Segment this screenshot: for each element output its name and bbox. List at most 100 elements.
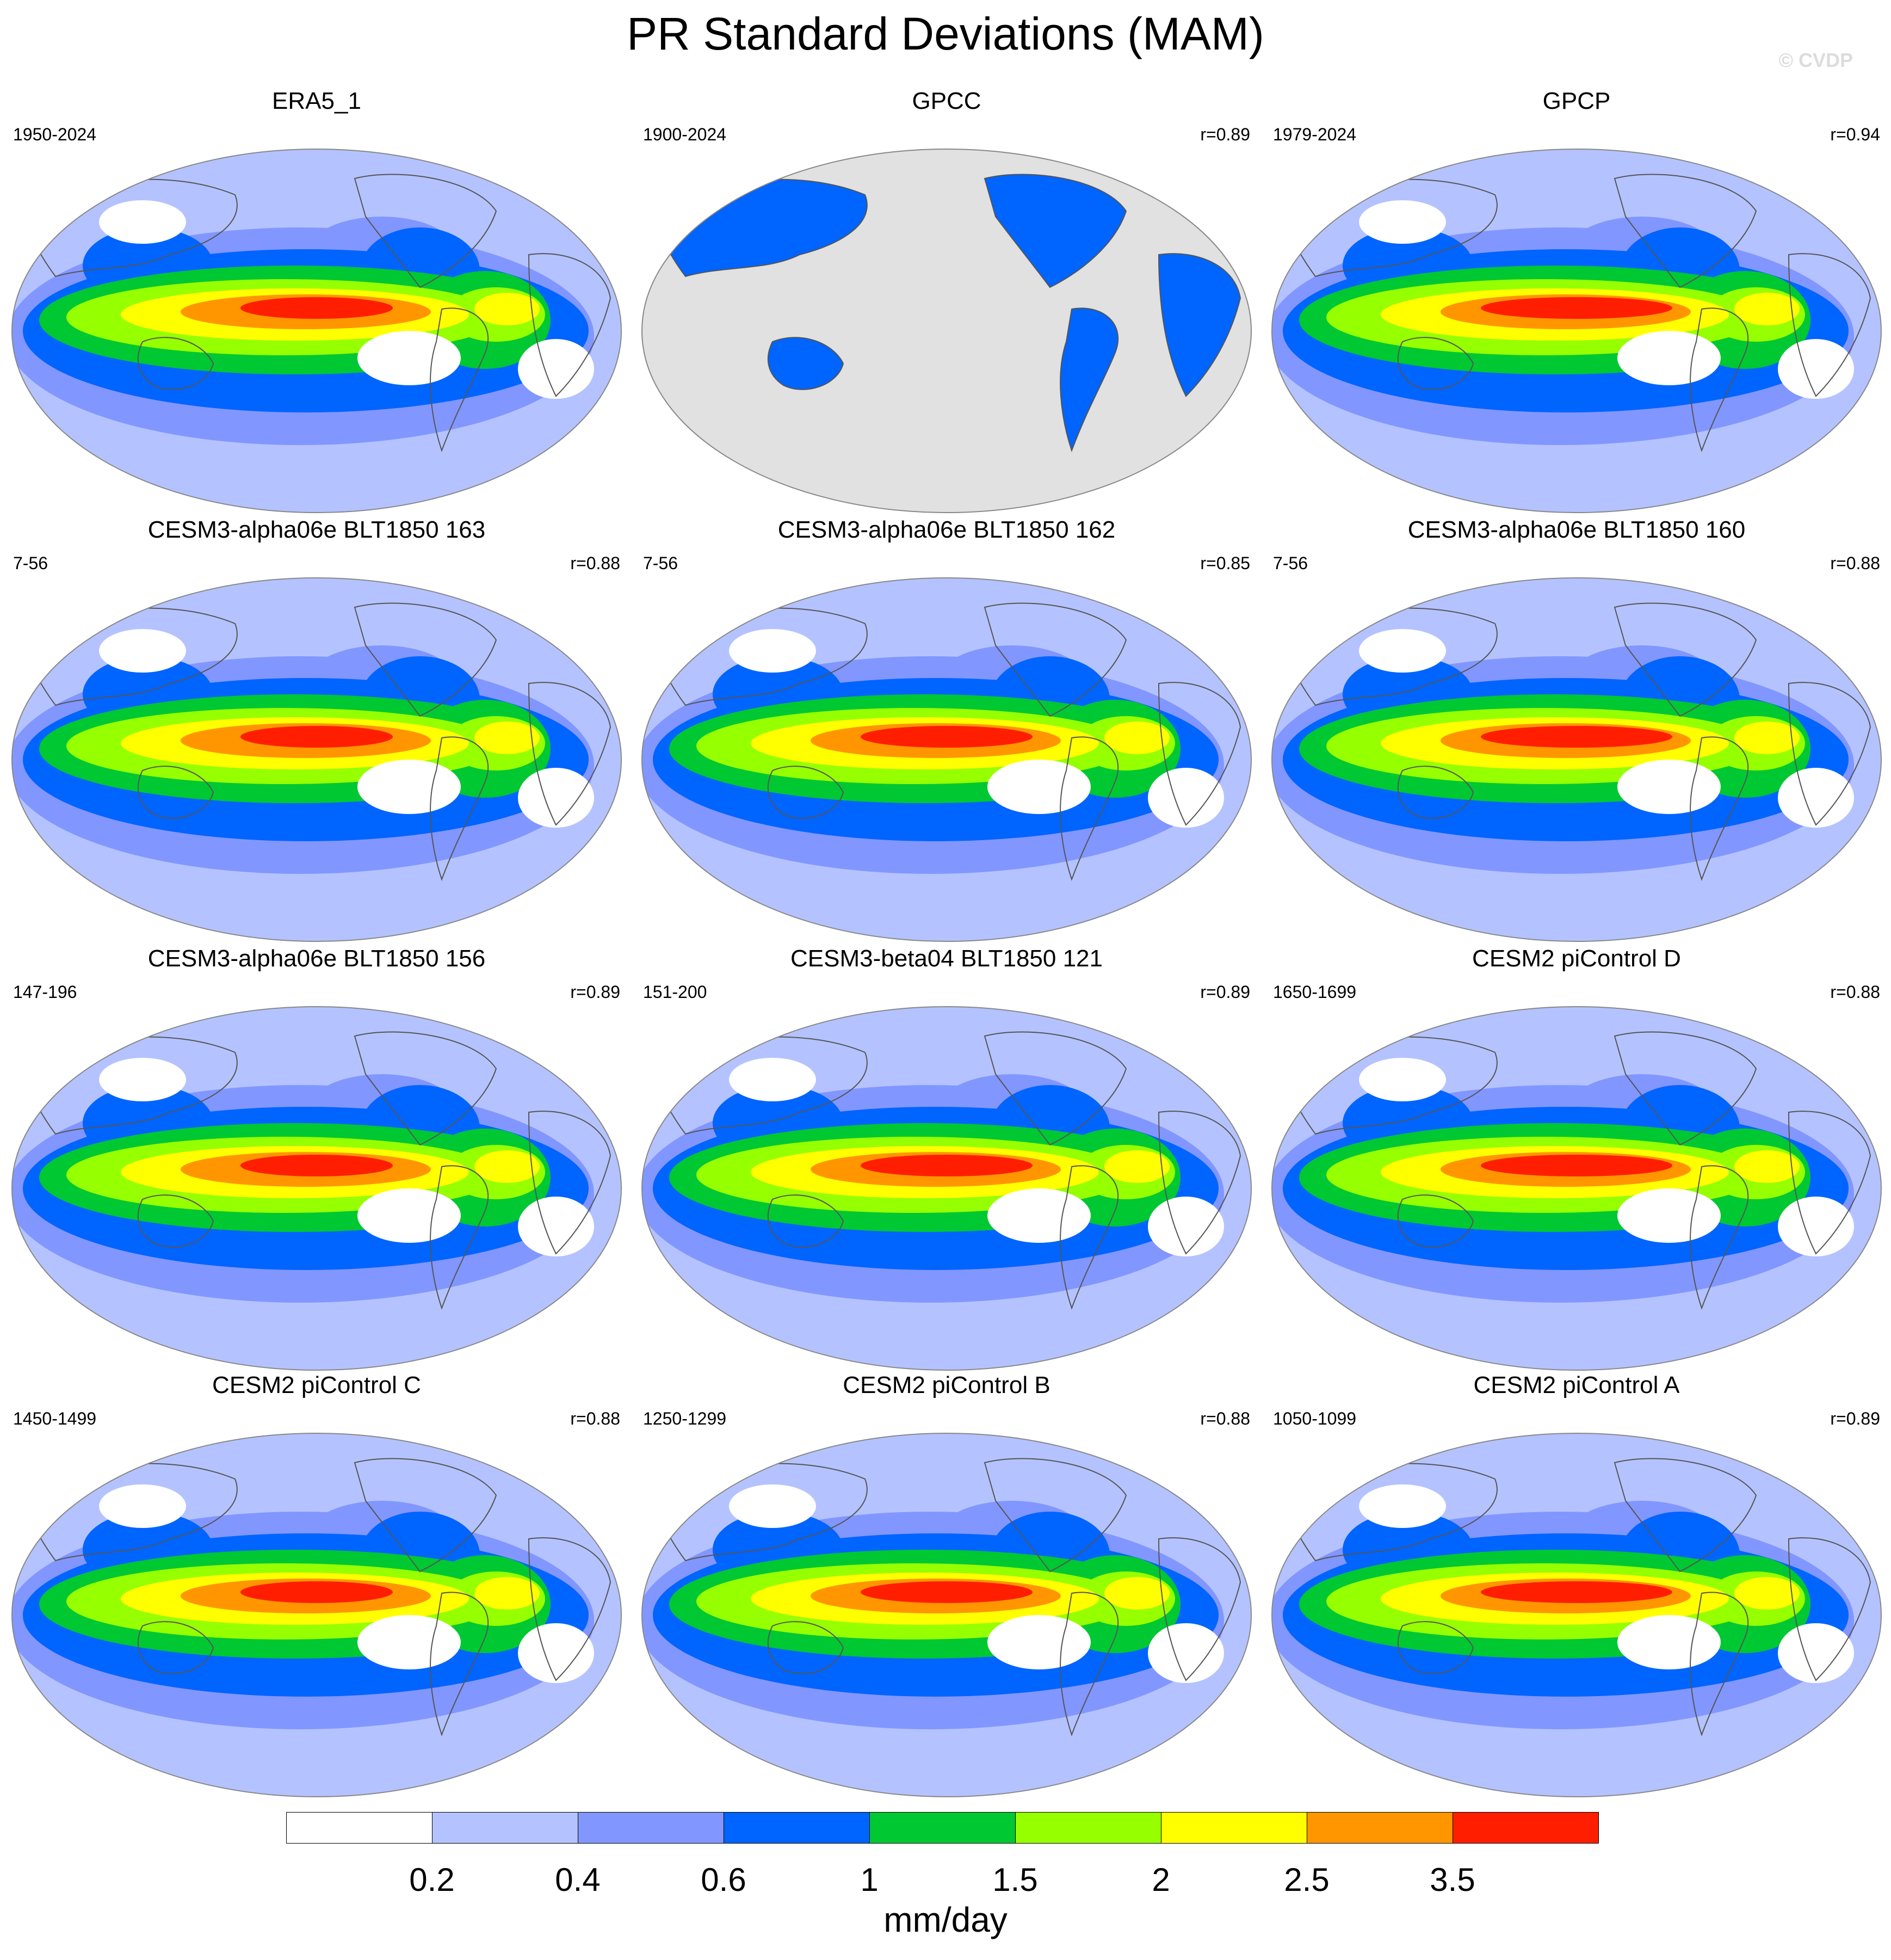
coastline: [528, 682, 611, 826]
pattern-correlation: r=0.88: [1830, 553, 1880, 573]
dry-zone: [518, 1623, 594, 1683]
map-border: [1271, 149, 1882, 513]
dry-zone: [1148, 1197, 1224, 1256]
pattern-correlation: r=0.94: [1830, 125, 1880, 144]
coastline: [137, 766, 214, 819]
contour-level-8: [1481, 297, 1672, 319]
coastline: [1397, 1194, 1474, 1248]
dry-zone: [518, 339, 594, 399]
colorbar-tick-label: 3.5: [1430, 1862, 1475, 1898]
coastline: [984, 1458, 1127, 1573]
map-panel: GPCP 1979-2024 r=0.94: [1266, 87, 1887, 517]
coastline: [767, 1194, 844, 1248]
dry-zone: [1617, 331, 1721, 385]
dry-zone: [729, 629, 816, 673]
coastline: [1690, 1592, 1749, 1736]
map-panel: ERA5_1 1950-2024: [7, 87, 627, 517]
robinson-map: [636, 1003, 1257, 1373]
coastline: [137, 1621, 214, 1674]
coastline: [767, 1621, 844, 1674]
pattern-correlation: r=0.89: [1200, 982, 1250, 1002]
coastline: [354, 174, 497, 288]
dry-zone: [1778, 1197, 1854, 1256]
dry-zone: [1148, 1623, 1224, 1683]
robinson-map: [7, 1003, 627, 1373]
map-panel: CESM2 piControl D 1650-1699 r=0.88: [1266, 945, 1887, 1375]
coastline: [1397, 1621, 1474, 1674]
panel-title: GPCC: [912, 88, 981, 114]
panel-title: CESM2 piControl D: [1472, 945, 1681, 972]
panel-title: CESM3-beta04 BLT1850 121: [790, 945, 1103, 972]
dry-zone: [99, 1058, 186, 1101]
coastline: [1158, 1537, 1241, 1681]
coastline: [528, 1111, 611, 1255]
colorbar-units: mm/day: [883, 1900, 1008, 1939]
dry-zone: [518, 1197, 594, 1256]
panel-title: CESM3-alpha06e BLT1850 156: [147, 945, 486, 972]
colorbar-box: [724, 1812, 870, 1844]
map-panel: CESM3-alpha06e BLT1850 162 7-56 r=0.85: [636, 516, 1257, 946]
map-border: [1271, 1433, 1882, 1797]
coastline: [430, 1165, 489, 1310]
colorbar-tick-label: 0.6: [701, 1862, 746, 1898]
dry-zone: [1778, 339, 1854, 399]
map-border: [641, 1433, 1252, 1797]
coastline: [1397, 337, 1474, 390]
map-border: [11, 577, 622, 942]
contour-level-8: [1481, 1581, 1672, 1603]
coastline: [137, 1194, 214, 1248]
dry-zone: [987, 1615, 1091, 1669]
colorbar-box: [869, 1812, 1016, 1844]
robinson-map: [636, 146, 1257, 516]
map-panel: CESM2 piControl C 1450-1499 r=0.88: [7, 1371, 627, 1801]
map-border: [641, 149, 1252, 513]
dry-zone: [729, 1058, 816, 1101]
map-panel: CESM3-alpha06e BLT1850 163 7-56 r=0.88: [7, 516, 627, 946]
robinson-map: [636, 575, 1257, 945]
colorbar-box: [1307, 1812, 1453, 1844]
coastline: [354, 1031, 497, 1146]
dry-zone: [357, 1188, 461, 1243]
pattern-correlation: r=0.89: [1200, 125, 1250, 144]
colorbar: [286, 1812, 1599, 1844]
map-border: [1271, 1006, 1882, 1371]
colorbar-box: [578, 1812, 724, 1844]
colorbar-box: [1161, 1812, 1307, 1844]
robinson-map: [1266, 575, 1887, 945]
panel-title: GPCP: [1542, 88, 1611, 114]
coastline: [1614, 174, 1757, 288]
panel-period: 1950-2024: [13, 125, 97, 144]
colorbar-tick-label: 0.2: [409, 1862, 455, 1898]
contour-level-6: [474, 1150, 540, 1183]
dry-zone: [1617, 1188, 1721, 1243]
pattern-correlation: r=0.88: [570, 553, 620, 573]
contour-level-8: [240, 726, 393, 748]
dry-zone: [1778, 1623, 1854, 1683]
robinson-map: [1266, 1003, 1887, 1373]
dry-zone: [987, 760, 1091, 814]
contour-level-8: [1481, 1155, 1672, 1176]
coastline: [1060, 1165, 1119, 1310]
map-border: [11, 149, 622, 513]
colorbar-box: [432, 1812, 578, 1844]
coastline: [1614, 1031, 1757, 1146]
pattern-correlation: r=0.88: [1830, 982, 1880, 1002]
dry-zone: [357, 1615, 461, 1669]
pattern-correlation: r=0.89: [570, 982, 620, 1002]
contour-level-8: [861, 726, 1033, 748]
coastline: [1158, 253, 1241, 397]
panel-period: 1250-1299: [643, 1409, 727, 1428]
pattern-correlation: r=0.88: [1200, 1409, 1250, 1428]
coastline: [984, 1031, 1127, 1146]
coastline: [1690, 736, 1749, 881]
robinson-map: [7, 1430, 627, 1800]
panel-period: 1900-2024: [643, 125, 727, 144]
pattern-correlation: r=0.89: [1830, 1409, 1880, 1428]
robinson-map: [7, 575, 627, 945]
colorbar-tick-label: 0.4: [555, 1862, 601, 1898]
panel-period: 151-200: [643, 982, 707, 1002]
robinson-map: [1266, 146, 1887, 516]
dry-zone: [1359, 1058, 1446, 1101]
contour-level-8: [240, 1155, 393, 1176]
map-border: [11, 1433, 622, 1797]
